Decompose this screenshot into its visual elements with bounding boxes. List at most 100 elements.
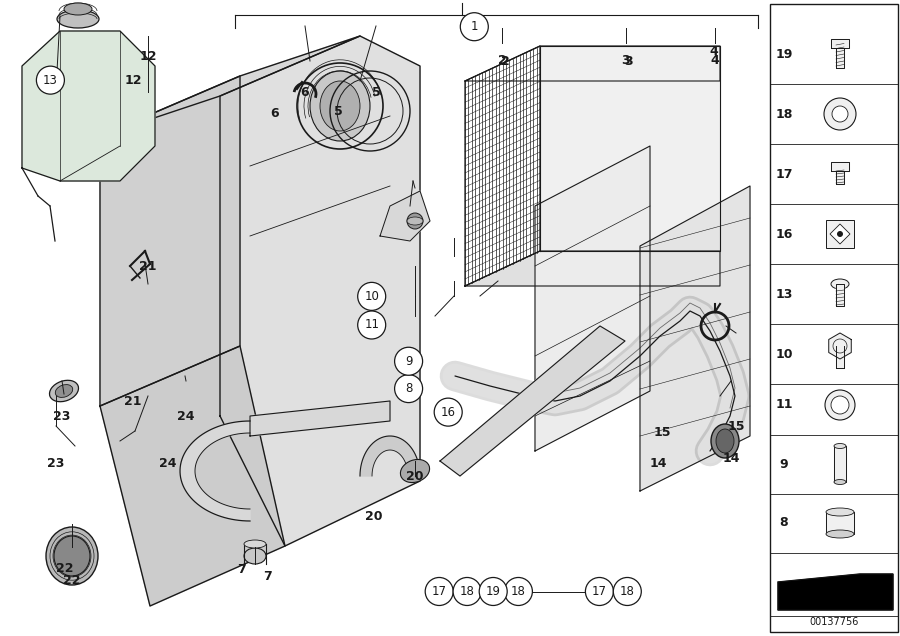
Text: 8: 8 bbox=[405, 382, 412, 395]
Polygon shape bbox=[465, 251, 720, 286]
Text: 10: 10 bbox=[775, 347, 793, 361]
Text: 2: 2 bbox=[501, 55, 510, 68]
Text: 23: 23 bbox=[53, 410, 71, 422]
Text: 19: 19 bbox=[486, 585, 500, 598]
Ellipse shape bbox=[711, 424, 739, 458]
Text: 22: 22 bbox=[63, 574, 81, 588]
Polygon shape bbox=[640, 186, 750, 491]
Polygon shape bbox=[465, 46, 540, 286]
Ellipse shape bbox=[57, 10, 99, 28]
Text: 10: 10 bbox=[364, 290, 379, 303]
Text: 19: 19 bbox=[775, 48, 793, 60]
Ellipse shape bbox=[826, 530, 854, 538]
Text: 23: 23 bbox=[47, 457, 65, 469]
Text: 22: 22 bbox=[56, 562, 74, 575]
Polygon shape bbox=[826, 512, 854, 534]
Text: 13: 13 bbox=[43, 74, 58, 86]
Ellipse shape bbox=[834, 443, 846, 448]
Text: 17: 17 bbox=[775, 167, 793, 181]
Polygon shape bbox=[22, 31, 155, 181]
Circle shape bbox=[504, 577, 533, 605]
Polygon shape bbox=[836, 48, 844, 68]
Ellipse shape bbox=[46, 527, 98, 585]
Text: 18: 18 bbox=[460, 585, 474, 598]
Circle shape bbox=[357, 282, 386, 310]
Polygon shape bbox=[834, 446, 846, 482]
Ellipse shape bbox=[400, 459, 429, 483]
Circle shape bbox=[36, 66, 65, 94]
Text: 17: 17 bbox=[592, 585, 607, 598]
Circle shape bbox=[479, 577, 508, 605]
Circle shape bbox=[831, 396, 849, 414]
Polygon shape bbox=[180, 421, 250, 521]
Text: 7: 7 bbox=[237, 563, 246, 576]
Text: 18: 18 bbox=[620, 585, 634, 598]
Circle shape bbox=[824, 98, 856, 130]
Ellipse shape bbox=[64, 3, 92, 15]
Text: 4: 4 bbox=[711, 55, 719, 67]
Text: 20: 20 bbox=[406, 469, 424, 483]
Text: 14: 14 bbox=[649, 457, 667, 469]
Text: 14: 14 bbox=[722, 452, 740, 464]
Text: 9: 9 bbox=[779, 457, 788, 471]
Circle shape bbox=[460, 13, 489, 41]
Polygon shape bbox=[250, 401, 390, 436]
Text: 12: 12 bbox=[140, 50, 157, 62]
Text: 6: 6 bbox=[301, 86, 310, 99]
Ellipse shape bbox=[244, 548, 266, 564]
Text: 16: 16 bbox=[441, 406, 455, 418]
Polygon shape bbox=[360, 436, 420, 476]
Polygon shape bbox=[830, 224, 850, 244]
Text: 3: 3 bbox=[622, 55, 630, 67]
Polygon shape bbox=[540, 46, 720, 251]
Text: 17: 17 bbox=[432, 585, 446, 598]
Polygon shape bbox=[831, 162, 849, 171]
Bar bbox=[826, 220, 854, 248]
Bar bbox=[770, 4, 898, 632]
Circle shape bbox=[453, 577, 482, 605]
Polygon shape bbox=[465, 46, 720, 81]
Ellipse shape bbox=[716, 429, 734, 453]
Ellipse shape bbox=[54, 536, 90, 576]
Polygon shape bbox=[440, 326, 625, 476]
Text: 11: 11 bbox=[364, 319, 379, 331]
Ellipse shape bbox=[407, 217, 423, 225]
Text: 8: 8 bbox=[779, 516, 788, 530]
Text: 13: 13 bbox=[775, 287, 793, 300]
Text: 16: 16 bbox=[775, 228, 793, 240]
Text: 5: 5 bbox=[372, 86, 381, 99]
Text: 18: 18 bbox=[775, 107, 793, 120]
Polygon shape bbox=[836, 284, 844, 306]
Text: 12: 12 bbox=[124, 74, 142, 86]
Text: 2: 2 bbox=[498, 55, 507, 67]
Circle shape bbox=[837, 231, 843, 237]
Polygon shape bbox=[778, 574, 893, 610]
Polygon shape bbox=[380, 191, 430, 241]
Ellipse shape bbox=[320, 81, 360, 131]
Circle shape bbox=[425, 577, 454, 605]
Polygon shape bbox=[100, 36, 360, 136]
Text: 5: 5 bbox=[334, 106, 343, 118]
Polygon shape bbox=[836, 346, 844, 368]
Ellipse shape bbox=[55, 385, 73, 398]
Ellipse shape bbox=[310, 71, 370, 141]
Circle shape bbox=[613, 577, 642, 605]
Circle shape bbox=[585, 577, 614, 605]
Text: 21: 21 bbox=[124, 395, 142, 408]
Polygon shape bbox=[220, 36, 420, 546]
Polygon shape bbox=[100, 76, 240, 406]
Polygon shape bbox=[836, 171, 844, 184]
Circle shape bbox=[357, 311, 386, 339]
Text: 24: 24 bbox=[158, 457, 176, 469]
Ellipse shape bbox=[244, 540, 266, 548]
Text: 15: 15 bbox=[653, 426, 671, 439]
Text: 18: 18 bbox=[511, 585, 526, 598]
Circle shape bbox=[434, 398, 463, 426]
Circle shape bbox=[832, 106, 848, 122]
Ellipse shape bbox=[826, 508, 854, 516]
Circle shape bbox=[394, 375, 423, 403]
Text: 4: 4 bbox=[709, 45, 718, 58]
Polygon shape bbox=[831, 39, 849, 48]
Circle shape bbox=[825, 390, 855, 420]
Text: 24: 24 bbox=[177, 410, 194, 422]
